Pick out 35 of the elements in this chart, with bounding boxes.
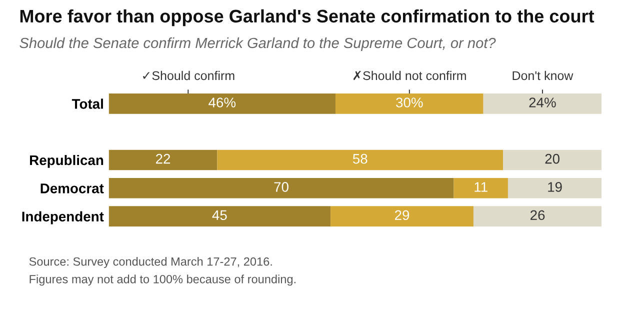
source-note: Source: Survey conducted March 17-27, 2016. [29, 257, 272, 268]
data-label: 11 [474, 182, 488, 192]
bar [335, 94, 484, 114]
y-tick-label: Independent [22, 211, 104, 224]
bar [108, 206, 331, 226]
bar [108, 178, 454, 198]
data-label: 26 [530, 210, 545, 220]
data-label: 58 [352, 154, 368, 164]
y-tick-label: Total [72, 98, 103, 109]
data-label: 19 [548, 182, 562, 192]
bar [108, 150, 218, 170]
bar [483, 94, 602, 114]
data-label: 20 [545, 154, 560, 164]
data-label: 24% [529, 98, 556, 108]
bar [217, 150, 504, 170]
data-label: 45 [212, 210, 227, 220]
y-tick-label: Democrat [40, 184, 104, 194]
data-label: 29 [394, 210, 410, 220]
bar [503, 150, 602, 170]
chart-subtitle: Should the Senate confirm Merrick Garland to the Supreme Court, or not? [20, 37, 496, 52]
bar [508, 178, 602, 198]
data-label: 22 [156, 154, 170, 164]
data-label: 70 [274, 182, 288, 192]
series-label: ✗Should not confirm [354, 70, 466, 80]
y-tick-label: Republican [30, 154, 104, 168]
series-label: Don't know [512, 70, 574, 80]
bar [473, 206, 602, 226]
series-label: ✓Should confirm [143, 70, 234, 80]
bar [330, 206, 474, 226]
bar [108, 94, 336, 114]
chart-title: More favor than oppose Garland's Senate confirmation to the court [20, 9, 594, 26]
bar [454, 178, 508, 198]
data-label: 46% [208, 98, 236, 108]
data-label: 30% [396, 98, 423, 108]
text: Figures may not add to 100% because of rounding. [30, 274, 296, 286]
